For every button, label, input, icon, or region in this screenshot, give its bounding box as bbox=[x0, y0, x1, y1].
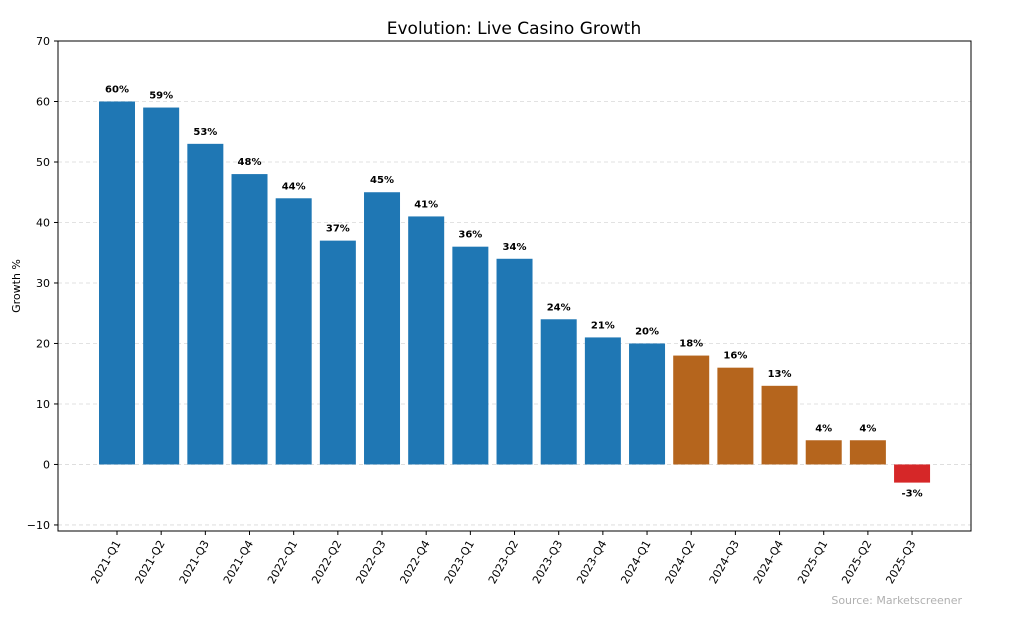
y-tick-label: 10 bbox=[36, 398, 50, 411]
x-tick-label-2021-Q2: 2021-Q2 bbox=[132, 538, 167, 586]
source-note: Source: Marketscreener bbox=[831, 594, 962, 607]
data-label-2025-Q3: -3% bbox=[901, 489, 922, 500]
bar-2025-Q2 bbox=[849, 440, 886, 465]
y-tick-label: 30 bbox=[36, 277, 50, 290]
x-tick-label-2022-Q2: 2022-Q2 bbox=[309, 538, 344, 586]
data-label-2023-Q3: 24% bbox=[547, 302, 571, 313]
data-label-2024-Q1: 20% bbox=[635, 326, 659, 337]
bar-2022-Q2 bbox=[319, 240, 356, 465]
y-axis-ticks: −10 0 10 20 30 40 50 60 70 bbox=[27, 35, 58, 532]
bar-2022-Q4 bbox=[408, 216, 445, 465]
data-label-2022-Q1: 44% bbox=[282, 181, 306, 192]
data-label-2021-Q4: 48% bbox=[238, 157, 262, 168]
bar-2022-Q3 bbox=[364, 192, 401, 465]
y-tick-label: 40 bbox=[36, 216, 50, 229]
x-tick-label-2025-Q1: 2025-Q1 bbox=[795, 538, 830, 586]
x-tick-label-2022-Q4: 2022-Q4 bbox=[398, 538, 433, 586]
data-label-2021-Q3: 53% bbox=[193, 127, 217, 138]
y-tick-label: −10 bbox=[27, 519, 50, 532]
bar-2021-Q1 bbox=[99, 101, 135, 465]
x-axis-ticks: 2021-Q1 2021-Q2 2021-Q3 2021-Q4 2022-Q1 2022-… bbox=[88, 531, 919, 586]
y-tick-label: 50 bbox=[36, 156, 50, 169]
data-label-2022-Q3: 45% bbox=[370, 175, 394, 186]
bar-2024-Q3 bbox=[717, 367, 754, 465]
y-tick-label: 0 bbox=[43, 458, 50, 471]
bar-2024-Q2 bbox=[673, 355, 710, 465]
x-tick-label-2024-Q4: 2024-Q4 bbox=[751, 538, 786, 586]
bar-2024-Q1 bbox=[629, 343, 666, 465]
data-label-2024-Q4: 13% bbox=[768, 369, 792, 380]
x-tick-label-2022-Q1: 2022-Q1 bbox=[265, 538, 300, 586]
bar-2023-Q1 bbox=[452, 246, 489, 465]
x-tick-label-2023-Q4: 2023-Q4 bbox=[574, 538, 609, 586]
x-tick-label-2023-Q2: 2023-Q2 bbox=[486, 538, 521, 586]
data-label-2025-Q2: 4% bbox=[859, 423, 876, 434]
x-tick-label-2023-Q1: 2023-Q1 bbox=[442, 538, 477, 586]
data-label-2024-Q2: 18% bbox=[679, 339, 703, 350]
bar-2023-Q4 bbox=[584, 337, 621, 465]
bar-2022-Q1 bbox=[275, 198, 312, 465]
x-tick-label-2024-Q1: 2024-Q1 bbox=[618, 538, 653, 586]
y-tick-label: 20 bbox=[36, 337, 50, 350]
data-label-2024-Q3: 16% bbox=[723, 351, 747, 362]
bar-2023-Q3 bbox=[540, 319, 577, 465]
x-tick-label-2025-Q3: 2025-Q3 bbox=[883, 538, 918, 586]
chart-title: Evolution: Live Casino Growth bbox=[387, 19, 642, 39]
x-tick-label-2021-Q1: 2021-Q1 bbox=[88, 538, 123, 586]
data-label-2021-Q1: 60% bbox=[105, 84, 129, 95]
plot-frame bbox=[57, 40, 972, 532]
data-label-2023-Q4: 21% bbox=[591, 320, 615, 331]
x-tick-label-2021-Q3: 2021-Q3 bbox=[177, 538, 212, 586]
bar-2025-Q3 bbox=[894, 464, 931, 483]
data-label-2023-Q2: 34% bbox=[503, 242, 527, 253]
data-label-2023-Q1: 36% bbox=[458, 230, 482, 241]
bar-2021-Q2 bbox=[143, 107, 180, 465]
x-tick-label-2024-Q3: 2024-Q3 bbox=[707, 538, 742, 586]
y-axis-label: Growth % bbox=[10, 259, 23, 313]
data-label-2021-Q2: 59% bbox=[149, 91, 173, 102]
y-tick-label: 70 bbox=[36, 35, 50, 48]
bar-2025-Q1 bbox=[805, 440, 842, 465]
bars bbox=[99, 101, 931, 483]
x-tick-label-2024-Q2: 2024-Q2 bbox=[663, 538, 698, 586]
y-tick-label: 60 bbox=[36, 95, 50, 108]
x-tick-label-2021-Q4: 2021-Q4 bbox=[221, 538, 256, 586]
x-tick-label-2023-Q3: 2023-Q3 bbox=[530, 538, 565, 586]
data-label-2025-Q1: 4% bbox=[815, 423, 832, 434]
bar-2021-Q4 bbox=[231, 174, 268, 465]
bar-2023-Q2 bbox=[496, 258, 533, 465]
data-label-2022-Q2: 37% bbox=[326, 224, 350, 235]
bar-2021-Q3 bbox=[187, 143, 224, 465]
x-tick-label-2022-Q3: 2022-Q3 bbox=[353, 538, 388, 586]
x-tick-label-2025-Q2: 2025-Q2 bbox=[839, 538, 874, 586]
data-labels: 60% 59% 53% 48% 44% 37% 45% 41% 36% 34% 24% 21% 20% 1… bbox=[105, 84, 923, 499]
bar-2024-Q4 bbox=[761, 385, 798, 465]
data-label-2022-Q4: 41% bbox=[414, 199, 438, 210]
